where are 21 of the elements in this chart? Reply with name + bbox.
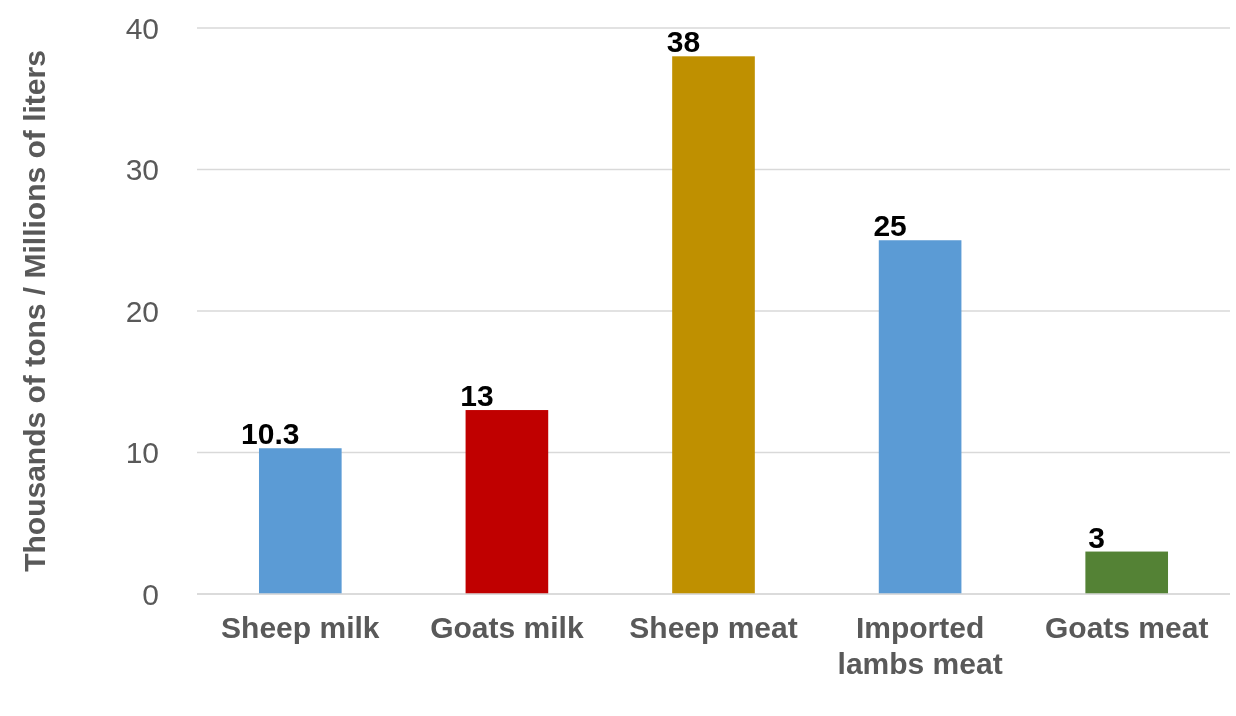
y-tick-label: 0 [142, 577, 159, 611]
x-tick-label: Sheep milk [221, 611, 380, 644]
bar [1085, 551, 1169, 594]
data-label: 25 [873, 209, 907, 243]
x-tick-label: Goats meat [1045, 611, 1209, 644]
bar [672, 56, 755, 594]
y-axis-title: Thousands of tons / Millions of liters [18, 50, 51, 572]
x-tick-label: Sheep meat [629, 611, 798, 644]
data-label: 38 [666, 25, 701, 59]
bar [465, 410, 549, 594]
y-tick-label: 10 [125, 436, 159, 469]
y-tick-label: 40 [125, 11, 159, 45]
y-tick-label: 30 [125, 153, 159, 186]
x-tick-label: Imported lambs meat [837, 611, 1003, 680]
x-tick-label: Goats milk [430, 611, 584, 644]
bar [878, 240, 962, 594]
data-label: 13 [460, 379, 494, 413]
data-label: 10.3 [241, 417, 300, 451]
y-tick-label: 20 [125, 294, 159, 328]
data-label: 3 [1088, 520, 1106, 554]
bar [258, 448, 342, 594]
